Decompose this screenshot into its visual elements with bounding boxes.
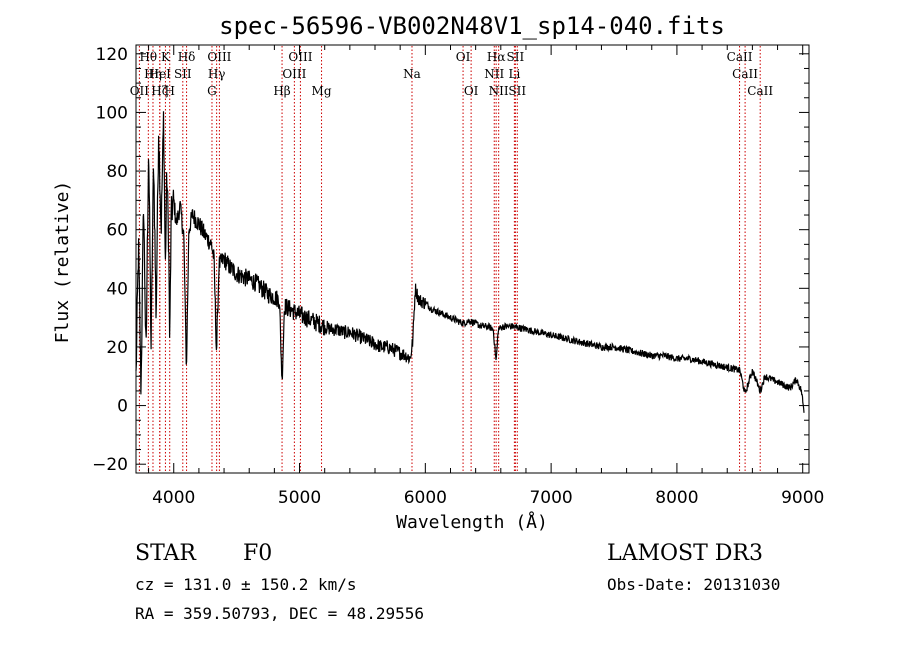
- line-label: OIII: [288, 50, 312, 64]
- line-label: Hγ: [208, 67, 226, 81]
- x-axis-ticks: 4000 5000 6000 7000 8000 9000: [148, 45, 824, 508]
- y-tick-label: 80: [106, 162, 128, 182]
- line-label: Hζ: [151, 84, 168, 98]
- obs-date-text: Obs-Date: 20131030: [607, 575, 780, 594]
- line-label: SII: [508, 84, 526, 98]
- chart-title: spec-56596-VB002N48V1_sp14-040.fits: [219, 12, 725, 40]
- spectral-line-markers: [138, 46, 761, 472]
- line-label: OIII: [282, 67, 306, 81]
- line-label: OIII: [207, 50, 231, 64]
- line-label: Hα: [487, 50, 506, 64]
- y-tick-label: 0: [117, 397, 128, 417]
- line-label: G: [207, 84, 217, 98]
- line-label: H: [164, 84, 174, 98]
- plot-frame: [135, 44, 810, 474]
- y-tick-label: 100: [96, 103, 128, 123]
- y-tick-label: 20: [106, 338, 128, 358]
- y-axis-label: Flux (relative): [52, 181, 73, 344]
- line-label: SII: [507, 50, 525, 64]
- line-label: Hβ: [273, 84, 290, 98]
- x-tick-label: 8000: [655, 488, 698, 508]
- line-label: Li: [508, 67, 520, 81]
- line-label: CaII: [747, 84, 773, 98]
- line-label: NII: [489, 84, 509, 98]
- line-label: HeI: [149, 67, 172, 81]
- line-label: Hη: [144, 67, 162, 81]
- spectrum-line: [135, 111, 805, 413]
- velocity-text: cz = 131.0 ± 150.2 km/s: [135, 575, 357, 594]
- y-tick-label: −20: [92, 455, 128, 475]
- line-label: Na: [403, 67, 421, 81]
- line-label: NII: [484, 67, 504, 81]
- y-tick-label: 40: [106, 279, 128, 299]
- line-label: Hθ: [139, 50, 157, 64]
- line-label: OI: [464, 84, 479, 98]
- line-label: CaII: [732, 67, 758, 81]
- line-label: OI: [456, 50, 471, 64]
- line-label: K: [161, 50, 171, 64]
- coordinates-text: RA = 359.50793, DEC = 48.29556: [135, 604, 424, 623]
- x-tick-label: 6000: [404, 488, 447, 508]
- y-tick-label: 120: [96, 45, 128, 65]
- spectral-line-labels: OIIHθHηHζHeIKHSIIHδGHγOIIIHβOIIIOIIIMgNa…: [130, 50, 774, 98]
- x-tick-label: 7000: [529, 488, 572, 508]
- y-tick-label: 60: [106, 221, 128, 241]
- line-label: Mg: [312, 84, 332, 98]
- x-tick-label: 5000: [278, 488, 321, 508]
- line-label: CaII: [727, 50, 753, 64]
- survey-name: LAMOST DR3: [607, 541, 763, 566]
- line-label: Hδ: [178, 50, 196, 64]
- y-axis-ticks: −20 0 20 40 60 80 100 120: [92, 45, 809, 475]
- line-label: SII: [174, 67, 192, 81]
- line-label: OII: [130, 84, 150, 98]
- x-axis-label: Wavelength (Å): [396, 511, 548, 533]
- object-subclass: F0: [243, 541, 272, 566]
- x-tick-label: 4000: [152, 488, 195, 508]
- object-class: STAR: [135, 541, 197, 566]
- x-tick-label: 9000: [781, 488, 824, 508]
